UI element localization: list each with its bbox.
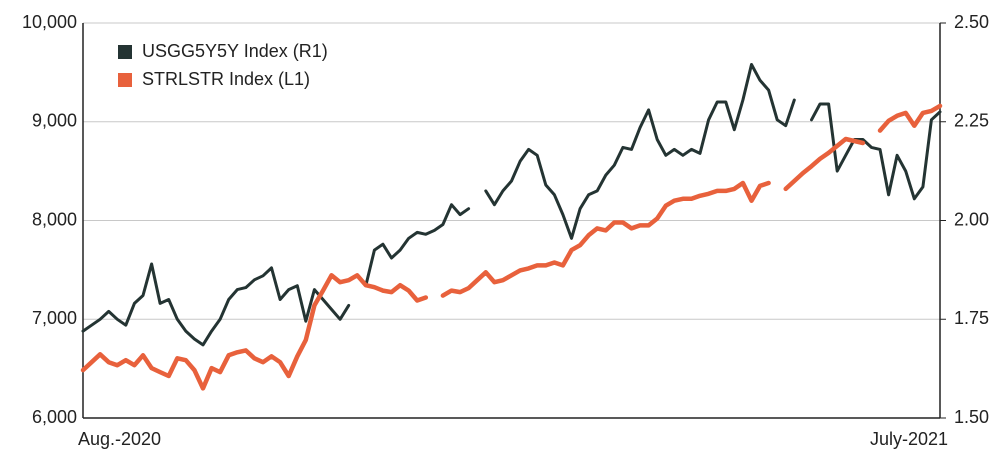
x-tick-label: July-2021: [870, 429, 948, 449]
y2-tick-label: 2.25: [954, 111, 989, 131]
legend-swatch: [118, 45, 132, 59]
legend-swatch: [118, 73, 132, 87]
series-line: [81, 63, 942, 347]
y-tick-label: 9,000: [32, 111, 77, 131]
y-tick-label: 10,000: [22, 12, 77, 32]
legend-label: USGG5Y5Y Index (R1): [142, 41, 328, 61]
y-tick-label: 8,000: [32, 209, 77, 229]
y2-tick-label: 1.75: [954, 308, 989, 328]
y-tick-label: 6,000: [32, 407, 77, 427]
y2-tick-label: 2.00: [954, 209, 989, 229]
legend-label: STRLSTR Index (L1): [142, 69, 310, 89]
series-line: [80, 103, 943, 391]
y-tick-label: 7,000: [32, 308, 77, 328]
x-tick-label: Aug.-2020: [78, 429, 161, 449]
y2-tick-label: 2.50: [954, 12, 989, 32]
y2-tick-label: 1.50: [954, 407, 989, 427]
